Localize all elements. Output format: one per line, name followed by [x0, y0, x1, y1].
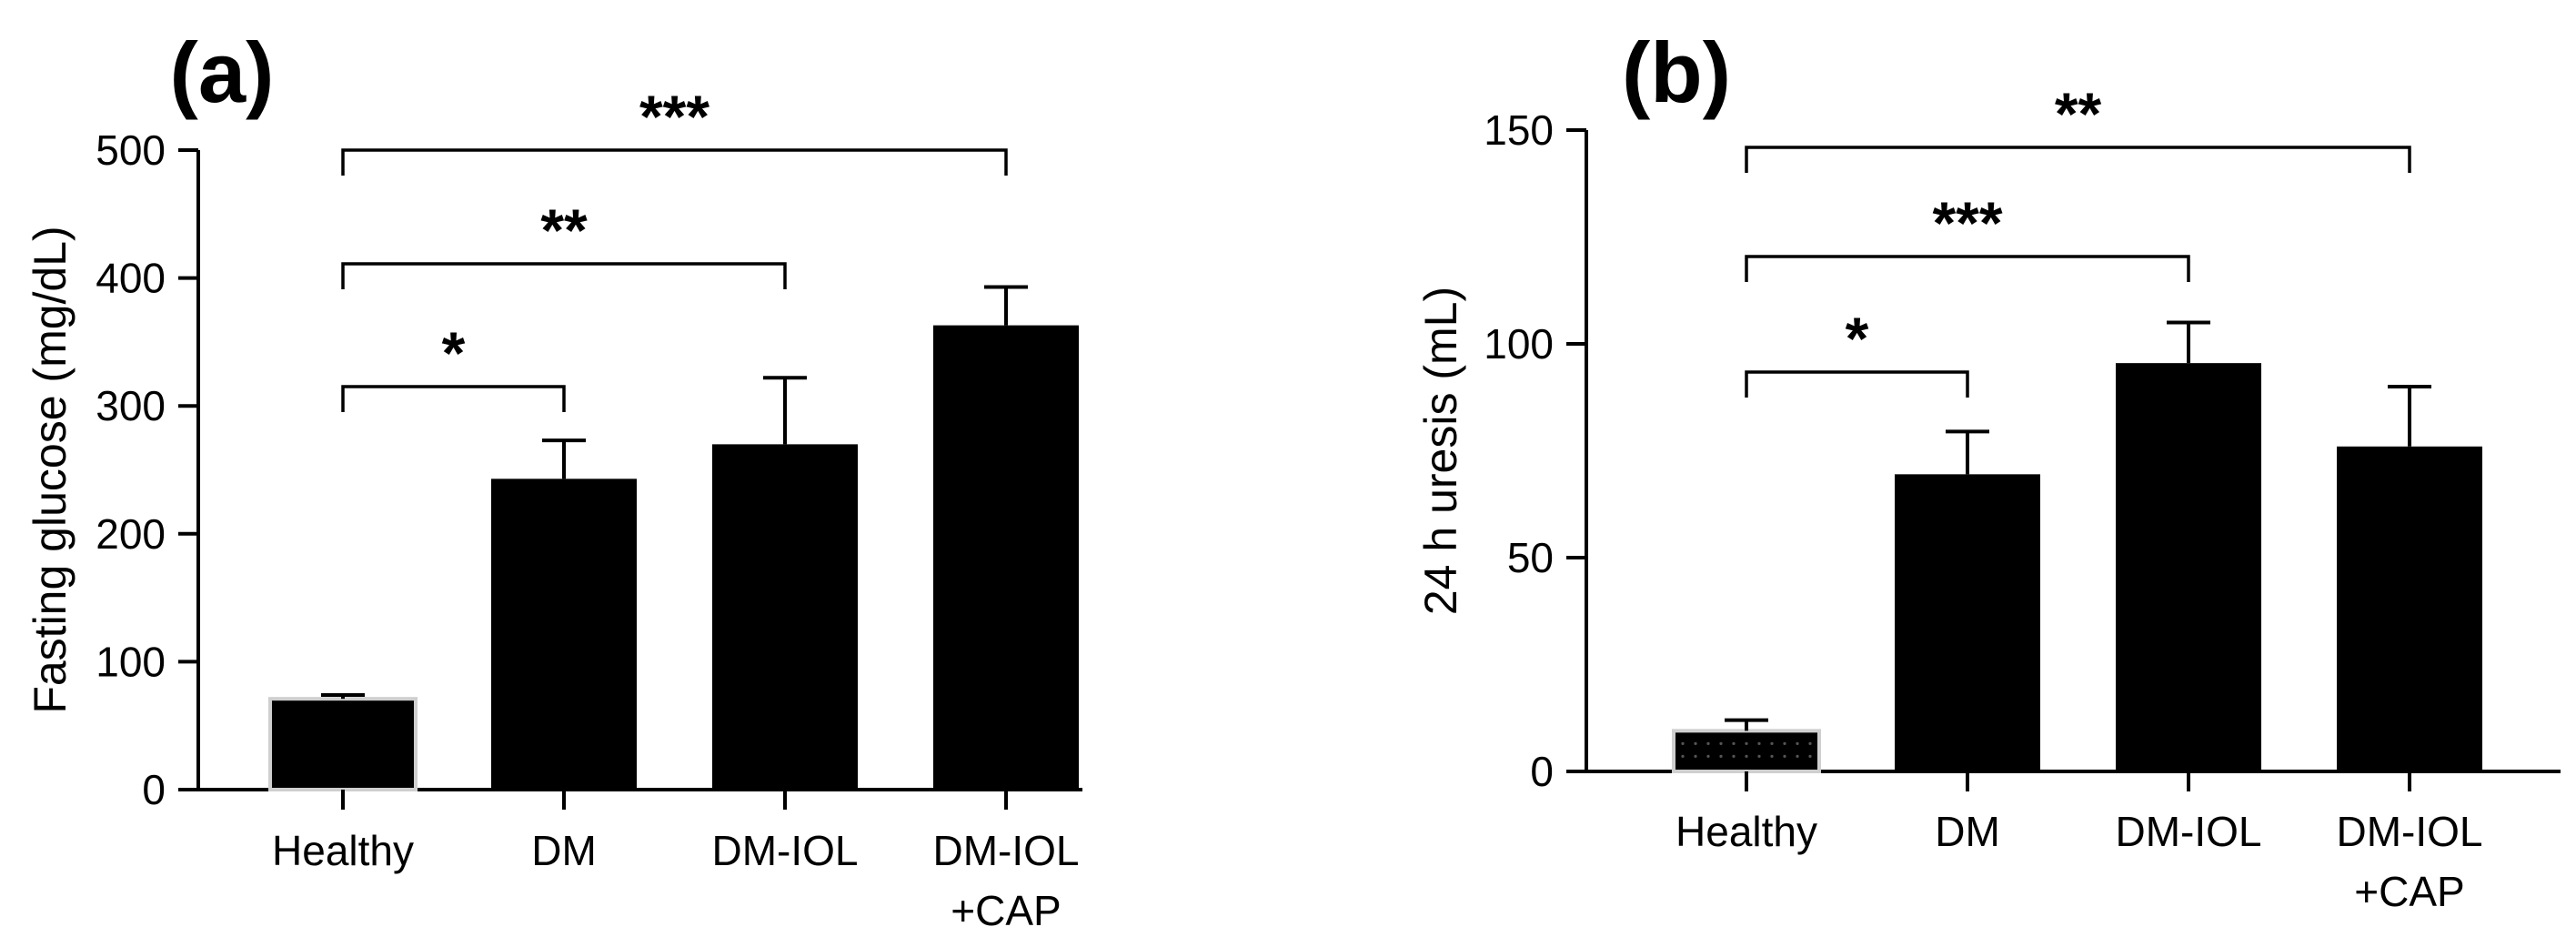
- x-tick-label: Healthy: [1675, 808, 1817, 855]
- bar-texture-dot: [1757, 741, 1761, 745]
- x-tick-label: Healthy: [272, 827, 414, 874]
- bar-texture-dot: [1796, 754, 1799, 758]
- y-tick-label: 500: [96, 126, 166, 174]
- x-tick-label: DM: [1935, 808, 2000, 855]
- x-tick-label: DM-IOL: [712, 827, 859, 874]
- significance-label: **: [540, 196, 588, 264]
- bar-texture-dot: [1719, 754, 1723, 758]
- bar-texture-dot: [1808, 754, 1812, 758]
- significance-label: *: [442, 319, 466, 387]
- bar-texture-dot: [1719, 741, 1723, 745]
- bar-texture-dot: [1732, 754, 1736, 758]
- significance-label: ***: [1932, 189, 2002, 257]
- bar-texture-dot: [1694, 741, 1697, 745]
- significance-bracket: [1745, 255, 2190, 282]
- bar-texture-dot: [1706, 741, 1710, 745]
- y-tick-label: 0: [1530, 748, 1554, 795]
- bar-texture-dot: [1706, 754, 1710, 758]
- x-tick-label: DM: [531, 827, 597, 874]
- bar-texture-dot: [1681, 754, 1685, 758]
- chart-panel-a: (a) 0 100 200 300 400 500 Fasting glucose (mg/d…: [25, 25, 1082, 934]
- bar: [491, 479, 637, 790]
- bar-texture-dot: [1694, 754, 1697, 758]
- bar-texture-dot: [1681, 741, 1685, 745]
- y-tick-label: 100: [1484, 320, 1554, 368]
- y-tick-label: 100: [96, 638, 166, 685]
- y-tick-label: 300: [96, 382, 166, 429]
- bar-texture-dot: [1808, 741, 1812, 745]
- significance-label: ***: [639, 83, 709, 150]
- bar-texture-dot: [1745, 741, 1748, 745]
- bar: [268, 697, 418, 792]
- significance-label: *: [1846, 305, 1869, 372]
- significance-bracket: [341, 262, 787, 289]
- significance-bracket: [341, 148, 1008, 176]
- bar-texture-dot: [1783, 754, 1786, 758]
- x-tick-label: +CAP: [951, 887, 1061, 934]
- bar-texture-dot: [1796, 741, 1799, 745]
- y-axis-title: Fasting glucose (mg/dL): [25, 226, 75, 713]
- x-tick-label: DM-IOL: [2116, 808, 2262, 855]
- bar: [2337, 446, 2482, 771]
- bar-texture-dot: [1757, 754, 1761, 758]
- bar-texture-dot: [1770, 741, 1774, 745]
- significance-bracket: [1745, 370, 1969, 398]
- bar-texture-dot: [1770, 754, 1774, 758]
- bar: [1895, 474, 2040, 771]
- significance-label: **: [2055, 80, 2102, 147]
- y-tick-label: 400: [96, 255, 166, 302]
- bar: [712, 444, 858, 790]
- bar-texture-dot: [1783, 741, 1786, 745]
- bar-texture-dot: [1732, 741, 1736, 745]
- panel-label: (a): [170, 25, 275, 120]
- panel-label: (b): [1622, 25, 1731, 120]
- x-tick-label: DM-IOL: [933, 827, 1080, 874]
- x-tick-label: DM-IOL: [2337, 808, 2483, 855]
- bar: [2116, 363, 2261, 771]
- y-tick-label: 200: [96, 510, 166, 558]
- y-axis-title: 24 h uresis (mL): [1415, 287, 1466, 615]
- bar: [933, 325, 1079, 790]
- x-tick-label: +CAP: [2354, 868, 2464, 915]
- y-tick-label: 50: [1507, 534, 1554, 581]
- bar: [1672, 729, 1821, 773]
- significance-bracket: [1745, 146, 2411, 173]
- chart-panel-b: (b) 0 50 100 150 24 h uresis (mL) Healthy DM DM-…: [1415, 25, 2561, 915]
- y-tick-label: 0: [142, 766, 166, 813]
- bar-texture-dot: [1745, 754, 1748, 758]
- significance-bracket: [341, 385, 566, 412]
- y-tick-label: 150: [1484, 106, 1554, 154]
